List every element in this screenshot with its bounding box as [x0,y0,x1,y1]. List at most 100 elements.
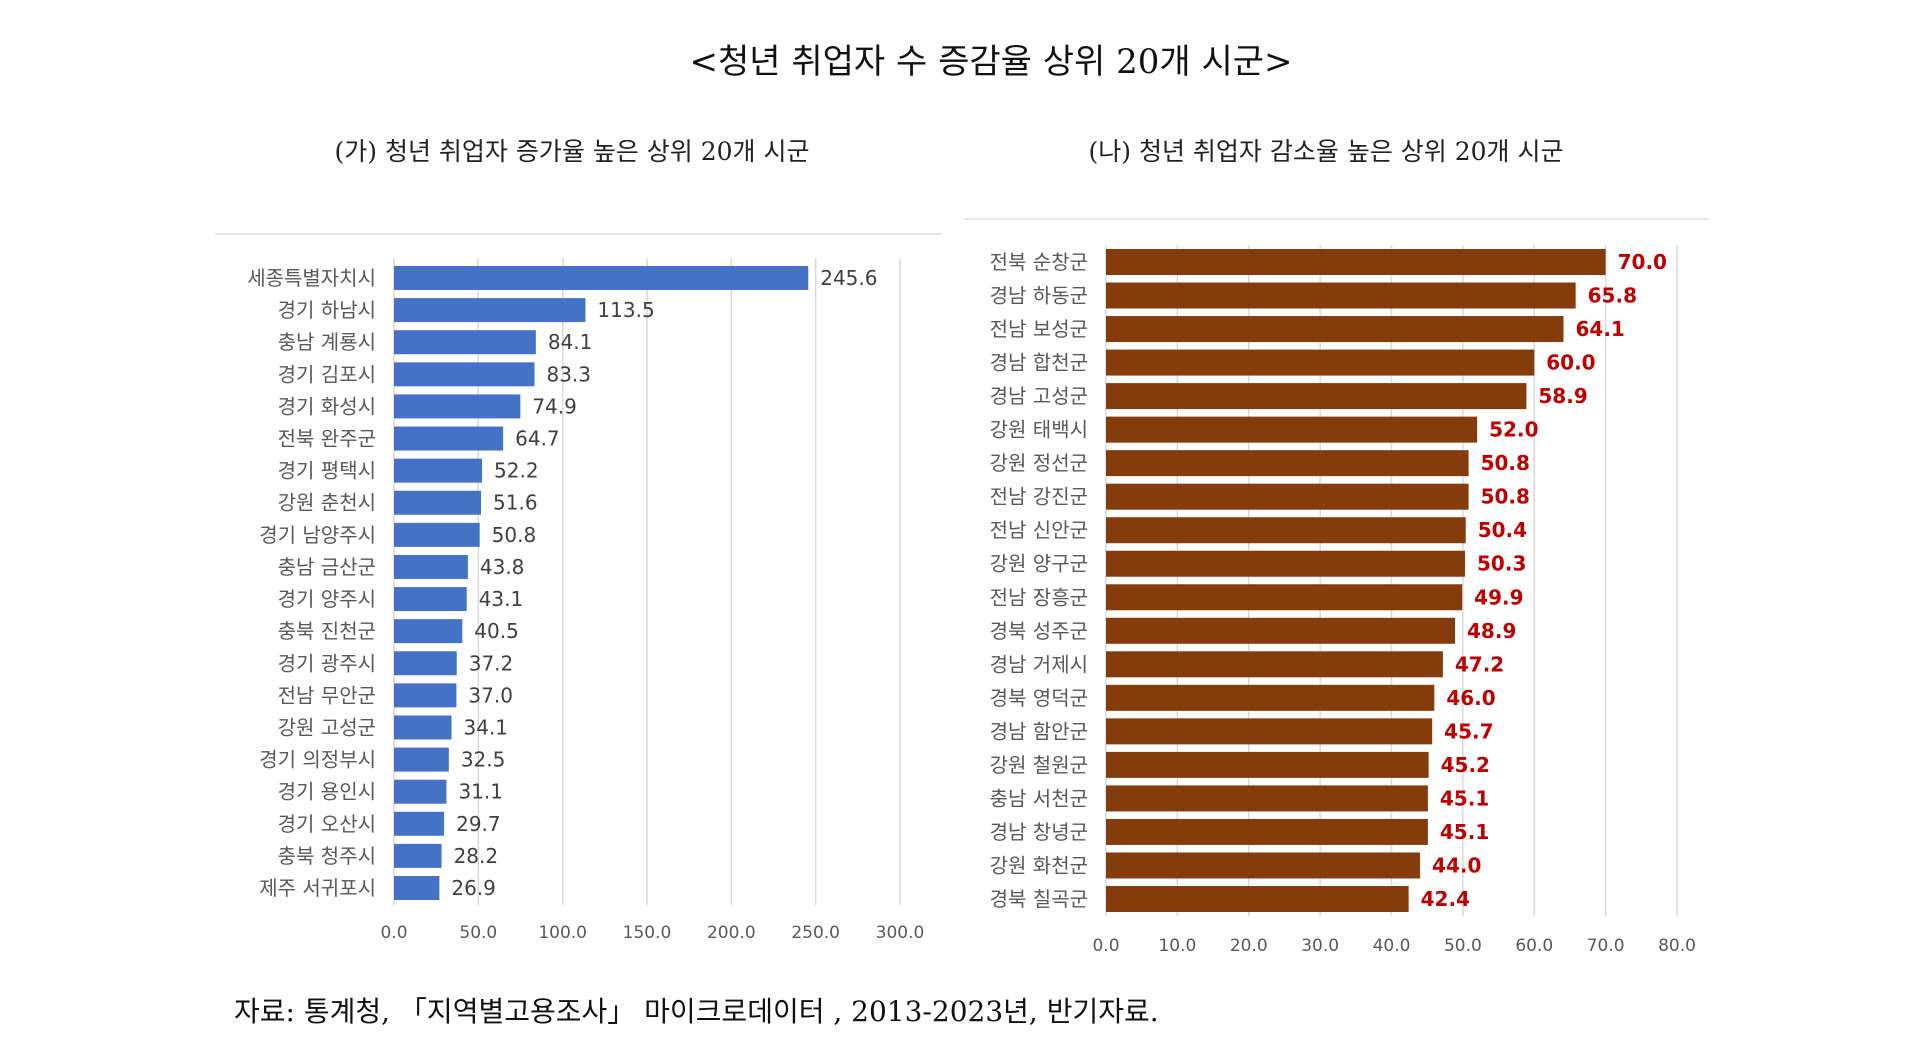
category-label: 충남 서천군 [990,786,1088,810]
category-label: 충북 진천군 [278,619,376,643]
data-label: 37.0 [468,683,513,707]
bar [1106,383,1527,410]
bar [394,843,442,868]
category-label: 경남 창녕군 [990,820,1088,844]
category-label: 경남 합천군 [990,351,1088,375]
bar [394,811,445,836]
data-label: 29.7 [456,812,501,836]
category-label: 전남 신안군 [990,518,1088,542]
bar [394,554,468,579]
data-label: 52.0 [1489,418,1538,442]
data-label: 48.9 [1467,619,1516,643]
data-label: 47.2 [1455,652,1504,676]
category-label: 경기 양주시 [278,587,376,611]
bar [1106,249,1606,275]
bar [1106,349,1535,376]
x-tick-label: 0.0 [380,923,407,943]
data-label: 45.1 [1440,820,1489,844]
category-label: 경기 용인시 [278,780,376,804]
data-label: 65.8 [1588,284,1637,308]
data-label: 84.1 [548,330,593,354]
right-chart-title: (나) 청년 취업자 감소율 높은 상위 20개 시군 [1088,137,1564,166]
x-tick-label: 30.0 [1301,936,1339,956]
x-tick-label: 80.0 [1658,936,1696,956]
figure-title: <청년 취업자 수 증감율 상위 20개 시군> [689,42,1293,82]
data-label: 51.6 [493,491,538,515]
category-label: 강원 정선군 [990,451,1088,475]
category-label: 전북 완주군 [278,427,376,451]
bar [1106,282,1576,309]
bar [1106,483,1469,510]
x-tick-label: 50.0 [459,923,497,943]
data-label: 46.0 [1446,686,1495,710]
category-label: 전남 무안군 [278,683,376,707]
data-label: 50.4 [1478,518,1527,542]
bar [1106,651,1443,678]
category-label: 경남 하동군 [990,284,1088,308]
category-label: 경북 칠곡군 [990,887,1088,911]
data-label: 45.2 [1441,753,1490,777]
data-label: 42.4 [1421,887,1470,911]
bar [1106,886,1409,912]
bar [1106,718,1433,745]
bar [394,876,440,900]
bar [1106,852,1421,879]
bar [394,683,457,708]
category-label: 경기 화성시 [278,394,376,418]
data-label: 40.5 [474,619,519,643]
data-label: 50.3 [1477,552,1526,576]
bar [1106,818,1428,845]
data-label: 50.8 [1481,485,1530,509]
bar [1106,517,1466,544]
category-label: 충남 계룡시 [278,330,376,354]
data-label: 58.9 [1538,384,1587,408]
x-tick-label: 20.0 [1230,936,1268,956]
category-label: 경기 남양주시 [259,523,376,547]
data-label: 28.2 [454,844,499,868]
category-label: 경남 함안군 [990,719,1088,743]
x-tick-label: 50.0 [1444,936,1482,956]
category-label: 강원 춘천시 [278,491,376,515]
x-tick-label: 70.0 [1587,936,1625,956]
data-label: 45.1 [1440,786,1489,810]
bar [1106,684,1435,711]
data-label: 83.3 [546,362,591,386]
data-label: 44.0 [1432,853,1481,877]
x-tick-label: 0.0 [1092,936,1119,956]
bar [1106,785,1428,812]
bar [394,490,482,515]
data-label: 32.5 [461,748,506,772]
data-label: 113.5 [597,298,654,322]
x-tick-label: 60.0 [1515,936,1553,956]
bar [1106,584,1463,611]
data-label: 64.1 [1576,317,1625,341]
bar [394,522,480,547]
bar [394,330,536,355]
data-label: 70.0 [1618,250,1667,274]
data-label: 34.1 [464,715,509,739]
bar [1106,316,1564,343]
x-tick-label: 250.0 [791,923,840,943]
bar [1106,617,1456,644]
bar [394,394,521,419]
data-label: 49.9 [1474,585,1523,609]
bar [394,587,467,612]
category-label: 충북 청주시 [278,844,376,868]
category-label: 전남 강진군 [990,485,1088,509]
data-label: 31.1 [458,780,503,804]
data-label: 64.7 [515,427,560,451]
data-label: 26.9 [451,876,496,900]
category-label: 세종특별자치시 [247,266,376,290]
category-label: 강원 태백시 [990,418,1088,442]
bar [394,426,504,451]
category-label: 강원 화천군 [990,853,1088,877]
category-label: 경북 영덕군 [990,686,1088,710]
data-label: 43.8 [480,555,525,579]
category-label: 전남 장흥군 [990,585,1088,609]
category-label: 경기 광주시 [278,651,376,675]
category-label: 경북 성주군 [990,619,1088,643]
data-label: 43.1 [479,587,524,611]
bar [394,458,483,483]
left-chart-title: (가) 청년 취업자 증가율 높은 상위 20개 시군 [334,137,810,166]
